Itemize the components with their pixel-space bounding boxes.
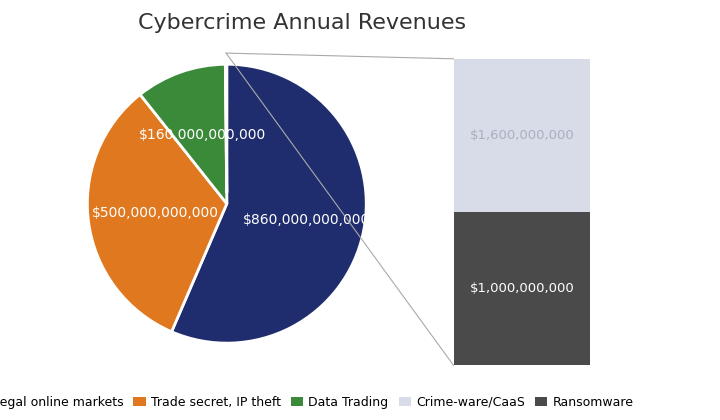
Wedge shape xyxy=(140,64,227,204)
Bar xyxy=(454,212,590,365)
Text: $1,600,000,000: $1,600,000,000 xyxy=(469,129,575,142)
Text: $500,000,000,000: $500,000,000,000 xyxy=(91,206,218,220)
Text: $860,000,000,000: $860,000,000,000 xyxy=(243,213,369,227)
Wedge shape xyxy=(171,64,366,343)
Text: Cybercrime Annual Revenues: Cybercrime Annual Revenues xyxy=(138,13,467,33)
Text: $1,000,000,000: $1,000,000,000 xyxy=(469,282,575,295)
Bar xyxy=(454,59,590,212)
Wedge shape xyxy=(87,94,227,332)
Text: $160,000,000,000: $160,000,000,000 xyxy=(139,129,266,142)
Wedge shape xyxy=(225,53,227,192)
Legend: Illegal online markets, Trade secret, IP theft, Data Trading, Crime-ware/CaaS, R: Illegal online markets, Trade secret, IP… xyxy=(0,391,639,414)
